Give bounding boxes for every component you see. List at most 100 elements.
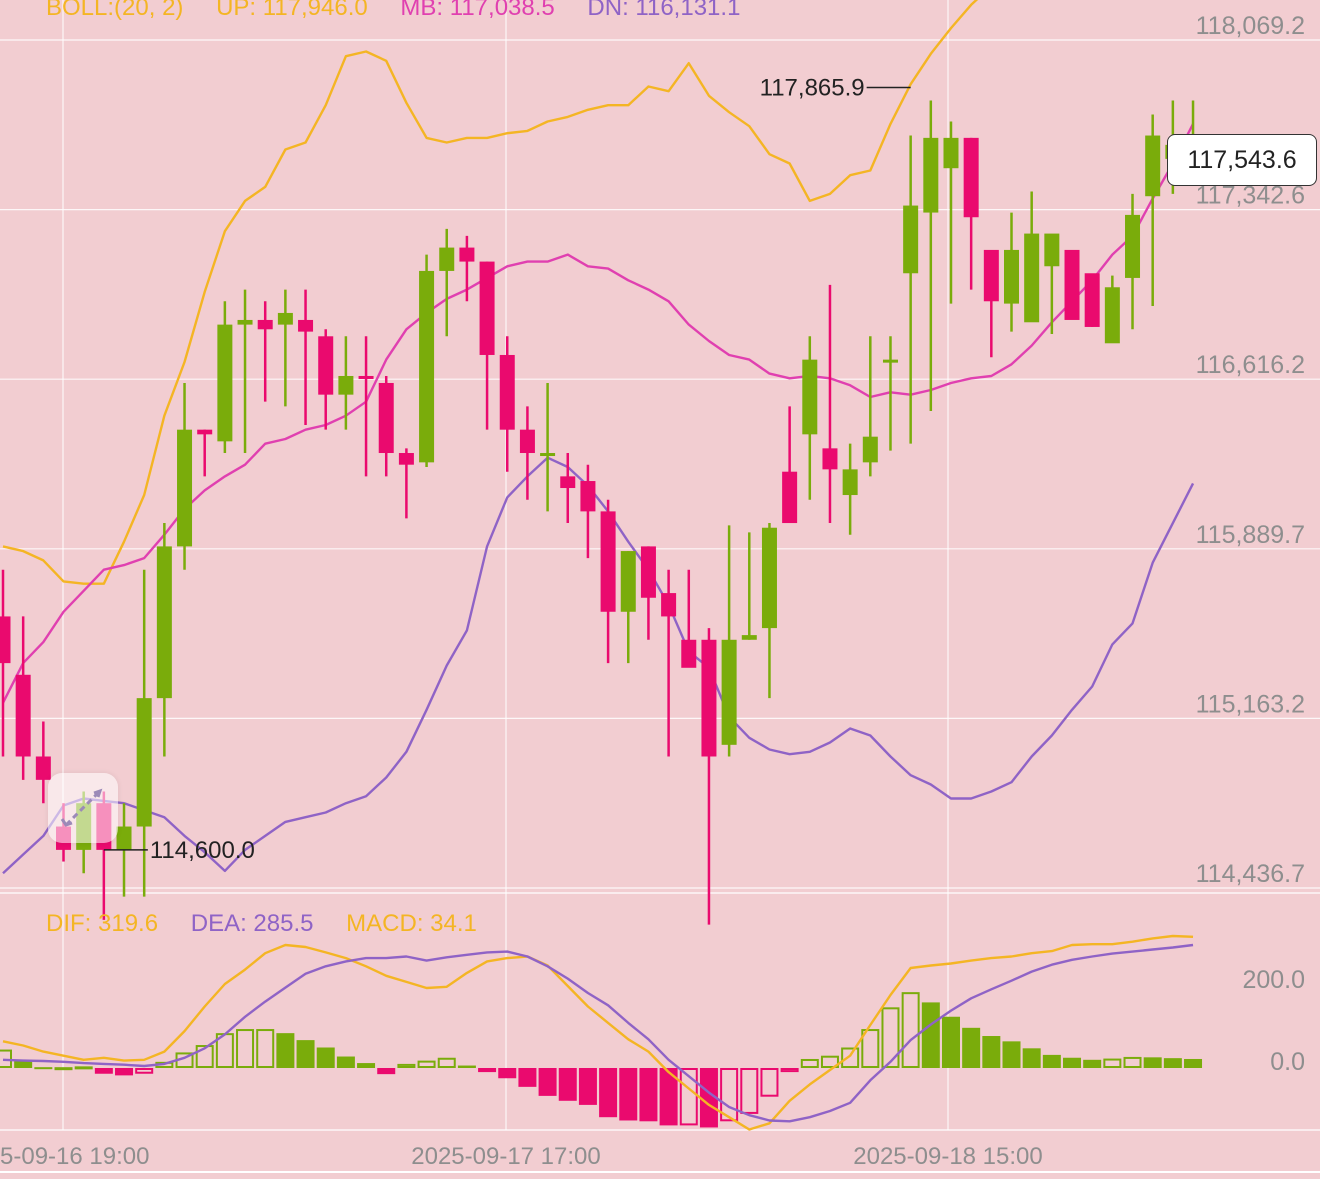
dea-value: DEA: 285.5	[190, 910, 314, 937]
y-tick-label: 118,069.2	[1196, 12, 1305, 40]
candle	[419, 254, 435, 468]
macd-bar	[336, 1056, 355, 1068]
candle-body	[499, 354, 515, 430]
candle	[479, 261, 495, 430]
boll-lower-line	[2, 456, 1195, 875]
macd-bar	[962, 1027, 981, 1068]
macd-bar	[599, 1068, 618, 1118]
candle-body	[580, 481, 596, 512]
y-tick-label: 115,163.2	[1196, 690, 1305, 718]
candle-body	[620, 551, 636, 612]
candle	[923, 100, 939, 411]
candle-body	[398, 453, 414, 465]
macd-bar	[639, 1068, 658, 1122]
candle-body	[378, 382, 394, 454]
y-tick-label: 117,342.6	[1196, 182, 1305, 210]
macd-value: MACD: 34.1	[346, 910, 477, 937]
candle	[439, 228, 455, 337]
macd-bar	[14, 1059, 33, 1068]
candle-body	[1044, 233, 1060, 267]
macd-bar	[377, 1068, 396, 1075]
macd-bar	[195, 1045, 214, 1069]
candle-body	[862, 436, 878, 463]
candle	[217, 301, 233, 454]
candle	[862, 336, 878, 477]
candle	[197, 429, 213, 477]
candle	[318, 329, 334, 430]
candle	[1125, 193, 1141, 330]
candle	[378, 375, 394, 477]
macd-y-tick-label: 200.0	[1242, 966, 1305, 994]
candle-body	[177, 429, 193, 547]
macd-bar	[841, 1047, 860, 1068]
y-tick-label: 114,436.7	[1196, 860, 1305, 888]
candle-body	[479, 261, 495, 355]
candle-body	[519, 429, 535, 454]
candle-body	[560, 476, 576, 489]
macd-bar	[1042, 1054, 1061, 1068]
candle	[701, 628, 717, 925]
macd-bar	[1083, 1059, 1102, 1068]
boll-upper-line	[2, 0, 979, 585]
macd-bar	[1103, 1058, 1122, 1068]
last-price-value: 117,543.6	[1187, 145, 1297, 174]
macd-bar	[760, 1068, 779, 1097]
candle	[882, 336, 898, 451]
candle-body	[0, 616, 11, 664]
macd-bar	[941, 1016, 960, 1068]
macd-bar	[0, 1049, 12, 1069]
bollinger-bands	[1, 0, 1195, 875]
candle	[983, 249, 999, 358]
candle-body	[459, 247, 475, 262]
macd-bar	[982, 1036, 1001, 1068]
boll-up-value: UP: 117,946.0	[216, 0, 368, 21]
candle-body	[358, 375, 374, 379]
candle-body	[136, 698, 152, 827]
macd-bar	[538, 1068, 557, 1096]
high-price-label: 117,865.9	[760, 74, 865, 101]
candle	[237, 289, 253, 454]
candle	[519, 406, 535, 500]
candle	[560, 453, 576, 524]
candle-body	[782, 471, 798, 524]
candle-body	[640, 546, 656, 598]
candle	[177, 382, 193, 570]
candle	[741, 532, 757, 640]
candle	[761, 523, 777, 699]
macd-bar	[1163, 1058, 1182, 1068]
low-price-label: 114,600.0	[150, 837, 255, 864]
y-axis-labels: 118,069.2 117,342.6 116,616.2 115,889.7 115,…	[1196, 12, 1305, 1076]
macd-bar	[619, 1068, 638, 1121]
macd-y-tick-label: 0.0	[1270, 1048, 1305, 1076]
candle-body	[983, 249, 999, 302]
x-axis-labels: 5-09-16 19:00 2025-09-17 17:00 2025-09-18 …	[0, 1143, 1043, 1170]
macd-bar	[740, 1068, 759, 1114]
candle-body	[701, 639, 717, 757]
candle-body	[882, 359, 898, 363]
candle-body	[681, 639, 697, 668]
candle-body	[661, 593, 677, 617]
macd-bar	[74, 1066, 93, 1070]
macd-bar	[135, 1068, 154, 1074]
x-tick-label: 2025-09-18 15:00	[853, 1143, 1043, 1170]
y-tick-label: 115,889.7	[1196, 521, 1305, 549]
candle-body	[822, 448, 838, 470]
candlesticks	[0, 100, 1201, 925]
price-annotations: 117,865.9 114,600.0	[103, 74, 1204, 864]
candle	[620, 551, 636, 664]
macd-legend: DIF: 319.6 DEA: 285.5 MACD: 34.1	[46, 910, 503, 938]
candle-body	[943, 137, 959, 169]
candle-body	[963, 137, 979, 218]
dif-value: DIF: 319.6	[46, 910, 159, 937]
candle	[1024, 191, 1040, 323]
macd-bar	[881, 1007, 900, 1069]
macd-bar	[478, 1068, 497, 1073]
macd-bar	[54, 1067, 73, 1071]
candle-body	[298, 319, 314, 332]
drawing-tool-button[interactable]	[48, 773, 118, 843]
dif-line	[2, 934, 1194, 1131]
candle	[661, 569, 677, 757]
macd-bar	[1002, 1041, 1021, 1068]
candle	[1104, 275, 1120, 344]
